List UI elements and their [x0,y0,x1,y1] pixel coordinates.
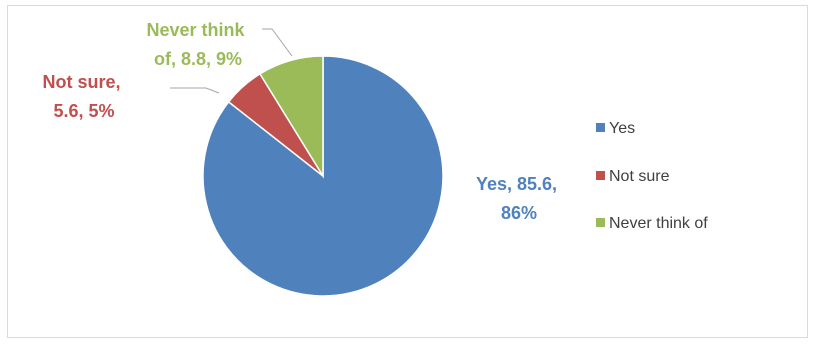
pie-slice-yes [202,55,444,297]
data-label-never-think-of: Never think of, 8.8, 9% [146,20,249,69]
data-label-yes-line1: Yes, 85.6, [476,174,557,194]
legend: Yes Not sure Never think of [596,120,708,232]
legend-label-not-sure: Not sure [609,168,670,185]
pie-slice-never-think-of [258,55,324,179]
data-label-never-think-of-line2: of, 8.8, 9% [154,49,242,69]
data-label-yes: Yes, 85.6, 86% [476,174,562,223]
data-label-yes-line2: 86% [501,203,537,223]
data-label-not-sure: Not sure, 5.6, 5% [42,72,125,121]
legend-label-never-think-of: Never think of [609,215,708,232]
data-label-never-think-of-line1: Never think [146,20,245,40]
legend-swatch-not-sure [596,171,605,180]
pie-slices [202,55,444,297]
legend-swatch-never-think-of [596,218,605,227]
legend-label-yes: Yes [609,120,635,137]
data-label-not-sure-line1: Not sure, [42,72,120,92]
leader-line-never-think-of [262,28,293,57]
data-label-not-sure-line2: 5.6, 5% [53,101,114,121]
legend-swatch-yes [596,123,605,132]
leader-line-not-sure [170,87,220,94]
